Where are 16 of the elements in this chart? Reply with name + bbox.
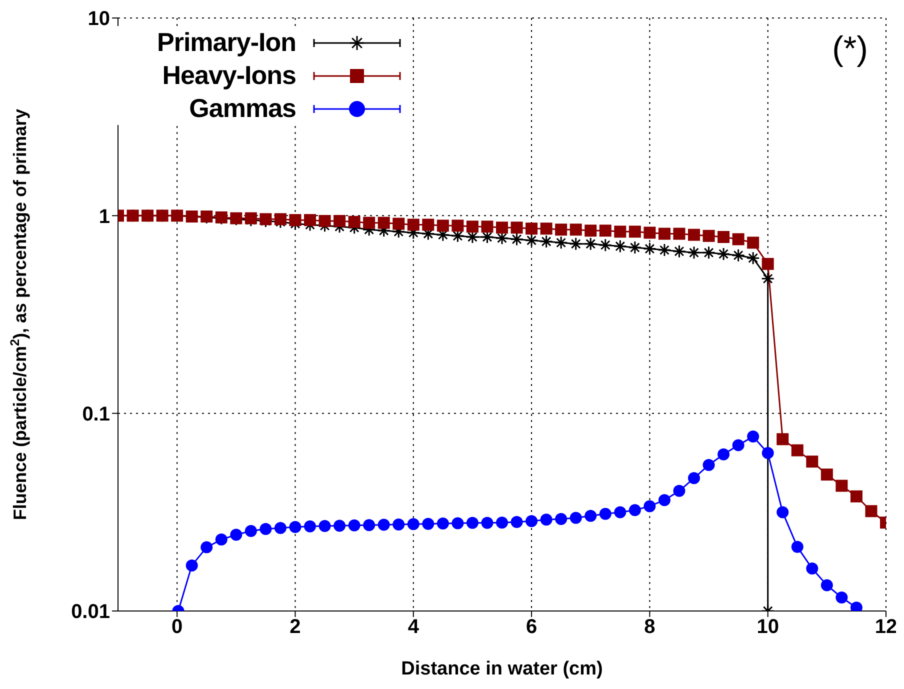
x-tick-label: 6 <box>526 616 538 638</box>
y-tick-label: 0.01 <box>71 601 110 624</box>
x-tick-label: 12 <box>874 616 898 638</box>
y-tick-label: 0.1 <box>82 403 110 426</box>
annotation: (*) <box>832 30 868 69</box>
x-tick-label: 4 <box>408 616 420 638</box>
x-tick-label: 2 <box>290 616 301 638</box>
y-tick-label: 1 <box>98 206 110 228</box>
legend-label: Primary-Ion <box>157 27 296 58</box>
legend-label: Gammas <box>189 93 296 124</box>
legend-label: Heavy-Ions <box>162 60 296 91</box>
x-tick-label: 8 <box>644 616 656 638</box>
x-tick-label: 0 <box>172 616 183 638</box>
x-tick-label: 10 <box>756 616 779 638</box>
y-tick-label: 10 <box>88 8 110 30</box>
x-axis-title: Distance in water (cm) <box>401 658 603 680</box>
